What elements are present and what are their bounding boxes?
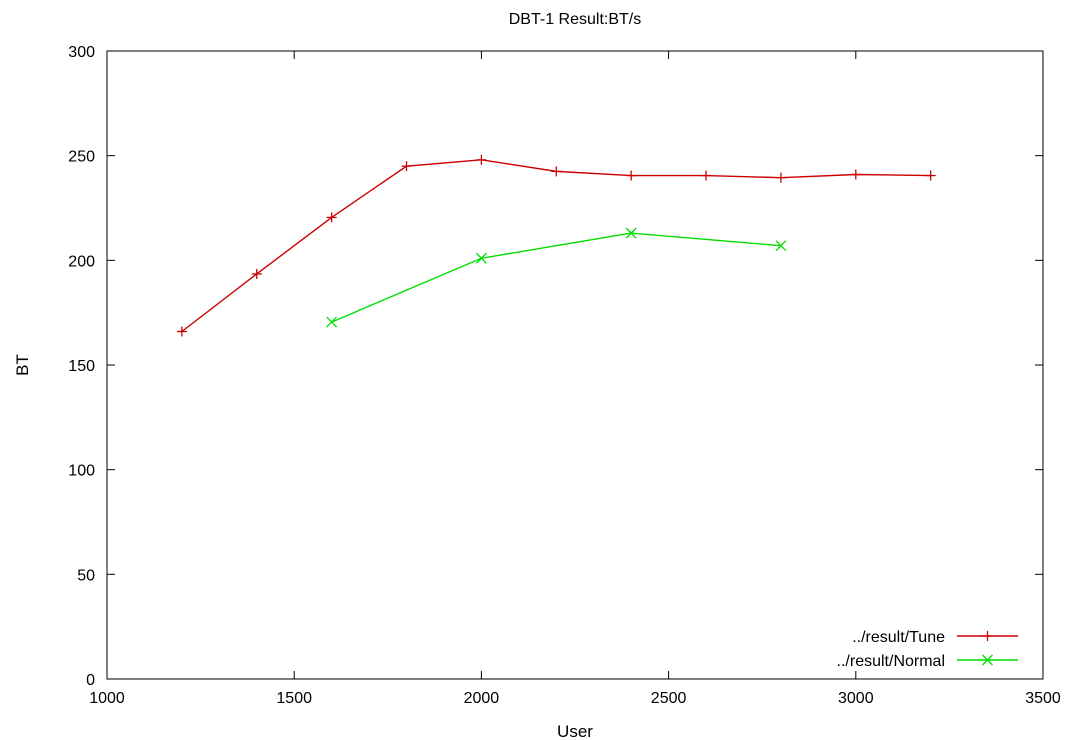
- y-tick-label: 150: [68, 358, 95, 375]
- data-point: [251, 268, 262, 279]
- data-point: [775, 172, 786, 183]
- plot-area: 1000 1500 2000 2500 3000 3500 0 50 100 150 200 250 3…: [68, 44, 1061, 707]
- y-tick-label: 0: [86, 672, 95, 689]
- y-axis-label: BT: [13, 354, 32, 376]
- x-tick-label: 3000: [838, 690, 874, 707]
- x-tick-label: 1000: [89, 690, 125, 707]
- x-tick-label: 2500: [651, 690, 687, 707]
- series-tune: [176, 154, 936, 337]
- x-tick-label: 1500: [276, 690, 312, 707]
- y-tick-label: 50: [77, 567, 95, 584]
- data-point: [701, 170, 712, 181]
- y-tick-label: 100: [68, 463, 95, 480]
- legend-label: ../result/Tune: [852, 629, 945, 646]
- plot-frame: [106, 50, 1044, 680]
- data-point: [401, 161, 412, 172]
- x-tick-label: 3500: [1025, 690, 1061, 707]
- data-point: [551, 166, 562, 177]
- series-line: [331, 232, 781, 323]
- data-point: [626, 170, 637, 181]
- data-point: [326, 316, 338, 328]
- series-layer: [176, 154, 936, 337]
- data-point: [475, 252, 487, 264]
- y-tick-label: 300: [68, 44, 95, 61]
- x-axis-label: User: [557, 722, 593, 740]
- data-point: [925, 170, 936, 181]
- data-point: [775, 240, 787, 252]
- chart-title: DBT-1 Result:BT/s: [509, 11, 641, 28]
- legend-marker: [982, 631, 993, 641]
- series-normal: [326, 227, 787, 328]
- legend: ../result/Tune ../result/Normal: [837, 629, 1018, 670]
- legend-label: ../result/Normal: [837, 653, 945, 670]
- axis-ticks: 1000 1500 2000 2500 3000 3500 0 50 100 150 200 250 3…: [68, 44, 1061, 707]
- data-point: [476, 154, 487, 165]
- data-point: [176, 326, 187, 337]
- y-tick-label: 250: [68, 149, 95, 166]
- y-tick-label: 200: [68, 253, 95, 270]
- data-point: [625, 227, 637, 239]
- data-point: [850, 169, 861, 180]
- data-point: [326, 212, 337, 223]
- legend-marker: [982, 654, 993, 666]
- x-tick-label: 2000: [464, 690, 500, 707]
